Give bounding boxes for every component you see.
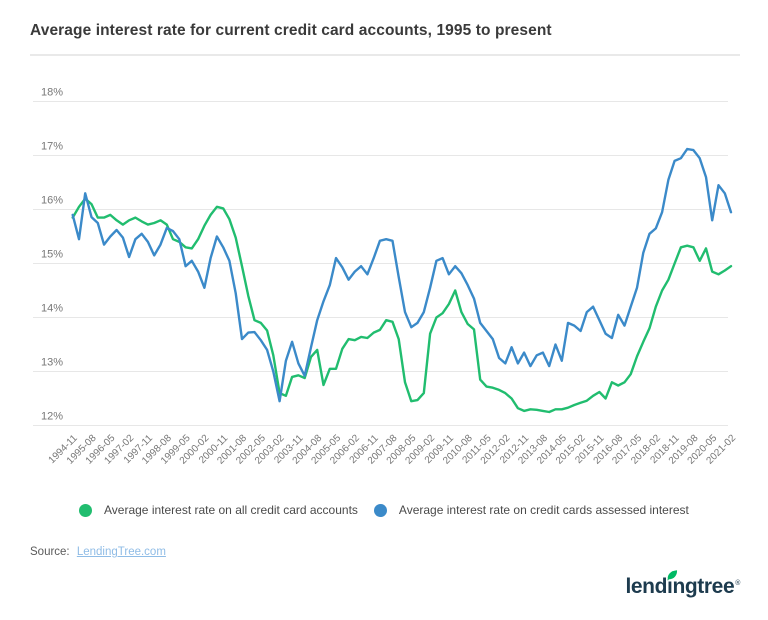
legend: Average interest rate on all credit card… [79,503,689,517]
source-line: Source: LendingTree.com [30,546,166,558]
trademark-symbol: ® [735,580,740,587]
y-axis-tick-label: 17% [41,141,63,153]
source-prefix: Source: [30,546,70,558]
series-line-assessed-interest [71,147,733,403]
source-link[interactable]: LendingTree.com [76,546,166,558]
legend-item-assessed-interest: Average interest rate on credit cards as… [373,503,689,517]
y-axis-tick-label: 13% [41,357,63,369]
legend-label-all-accounts: Average interest rate on all credit card… [104,503,358,517]
logo-text: lendıngtree [625,575,735,598]
y-axis-tick-label: 16% [41,195,63,207]
y-axis-tick-label: 12% [41,411,63,423]
legend-item-all-accounts: Average interest rate on all credit card… [79,503,358,517]
chart-title: Average interest rate for current credit… [30,22,552,39]
series-line-all-accounts [71,197,733,414]
y-axis-tick-label: 14% [41,303,63,315]
legend-marker-all-accounts-icon [79,503,92,517]
legend-marker-assessed-interest-icon [373,503,387,517]
leaf-icon [665,565,680,581]
line-chart: 12%13%14%15%16%17%18%1994-111995-081996-… [33,87,738,467]
title-divider [30,54,740,56]
y-axis-tick-label: 18% [41,87,63,99]
y-axis-tick-label: 15% [41,249,63,261]
logo-wordmark: lendıngtree® [625,570,740,598]
legend-label-assessed-interest: Average interest rate on credit cards as… [398,503,689,517]
lendingtree-logo: lendıngtree® [625,570,740,598]
